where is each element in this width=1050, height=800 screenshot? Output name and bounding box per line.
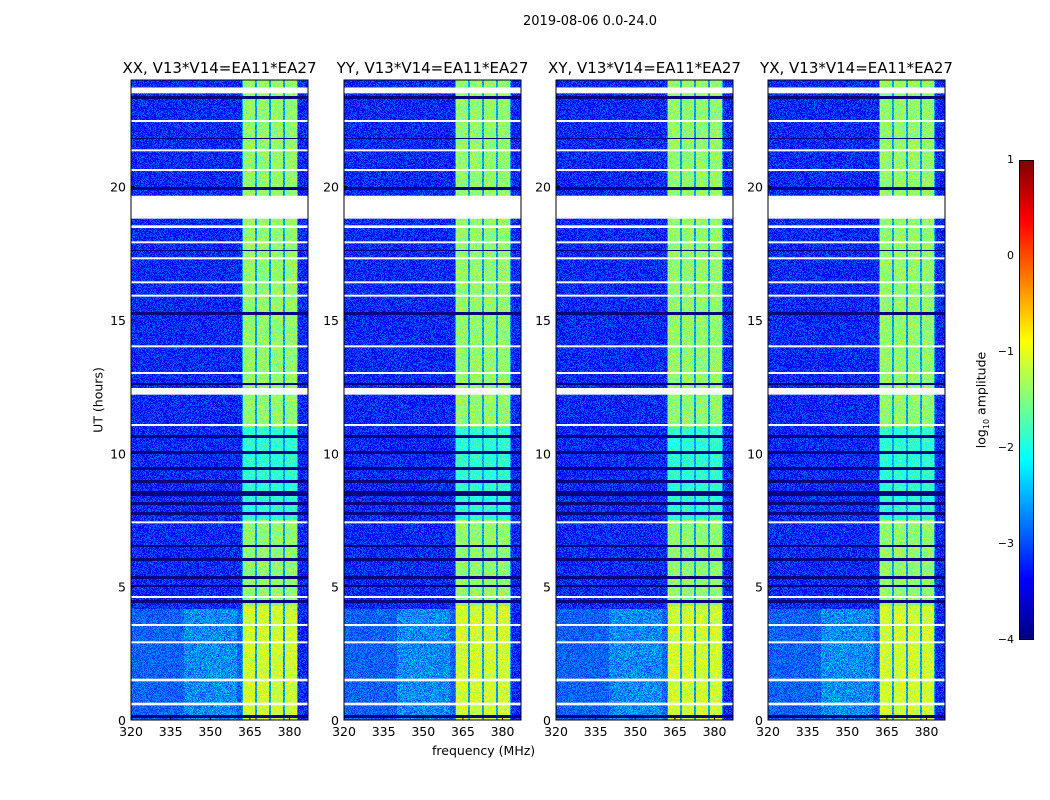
x-tick-label: 365 [875,724,899,739]
y-tick-label: 0 [755,713,763,728]
flagged-row [768,196,945,219]
y-tick-label: 20 [747,180,763,195]
flagged-row [768,87,945,93]
flagged-row [768,225,945,228]
flagged-row [768,679,945,682]
flagged-row [768,241,945,243]
flagged-row [768,281,945,283]
x-tick-label: 380 [915,724,939,739]
flagged-row [768,345,945,347]
flagged-row [768,596,945,598]
flagged-row [768,521,945,523]
x-tick-label: 335 [796,724,820,739]
y-tick-label: 10 [747,446,763,461]
y-tick-label: 15 [747,313,763,328]
flagged-row [768,624,945,626]
flagged-row [768,388,945,395]
flagged-row [768,120,945,122]
flagged-row [768,703,945,706]
flagged-row [768,372,945,374]
flagged-row [768,295,945,297]
flagged-row [768,424,945,426]
flagged-row [768,257,945,259]
figure: 2019-08-06 0.0-24.0 frequency (MHz) UT (… [0,0,1050,800]
flagged-row [768,149,945,151]
flagged-row [768,169,945,171]
x-tick-label: 350 [835,724,859,739]
y-tick-label: 5 [755,580,763,595]
panel-axes-4: 320 335 350 365 38005101520 [0,0,1050,800]
flagged-row [768,641,945,643]
